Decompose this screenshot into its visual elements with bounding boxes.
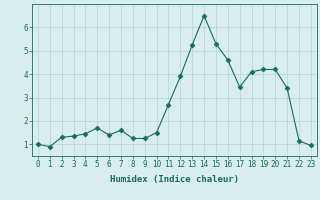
X-axis label: Humidex (Indice chaleur): Humidex (Indice chaleur) bbox=[110, 175, 239, 184]
